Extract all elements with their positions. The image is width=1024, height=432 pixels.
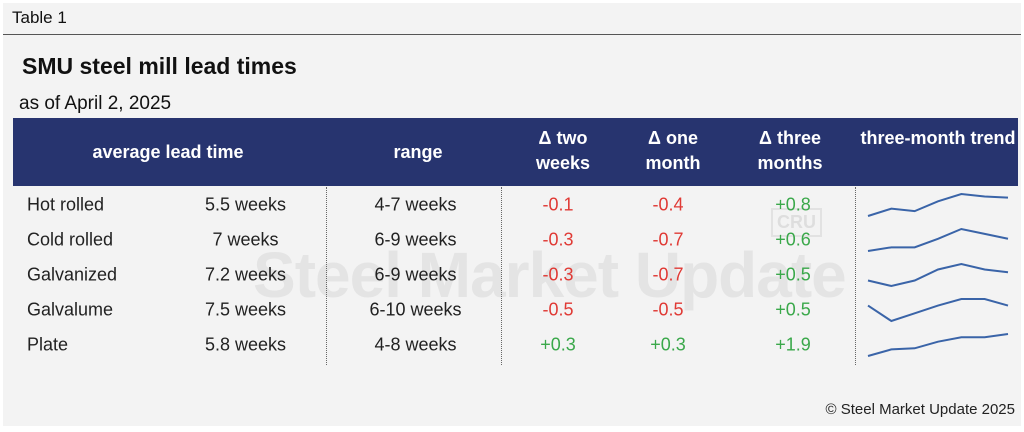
cell-product: Plate — [27, 334, 69, 355]
column-header: average lead time — [92, 142, 244, 162]
cell-three-months: +0.5 — [775, 264, 811, 285]
cell-lead-time: 5.8 weeks — [204, 334, 287, 355]
cell-one-month: -0.7 — [652, 229, 684, 250]
column-separator — [326, 187, 327, 365]
cell-two-weeks: -0.3 — [542, 264, 574, 285]
cell-range: 6-9 weeks — [374, 229, 457, 250]
cell-two-weeks: -0.5 — [542, 299, 574, 320]
column-header: Δ one month — [645, 128, 701, 173]
watermark: Steel Market Update — [253, 239, 847, 311]
column-header: Δ three months — [757, 128, 823, 173]
sparkline — [867, 262, 1009, 288]
sparkline — [867, 298, 1009, 323]
sparklines — [867, 192, 1009, 357]
cell-range: 4-7 weeks — [374, 194, 457, 215]
watermark-logo: CRU — [771, 208, 822, 237]
cell-lead-time: 7.2 weeks — [204, 264, 287, 285]
cell-one-month: -0.7 — [652, 264, 684, 285]
cell-three-months: +0.5 — [775, 299, 811, 320]
cell-three-months: +0.6 — [775, 229, 811, 250]
table-label: Table 1 — [12, 8, 67, 27]
cell-two-weeks: +0.3 — [540, 334, 576, 355]
cell-two-weeks: -0.3 — [542, 229, 574, 250]
subtitle: as of April 2, 2025 — [19, 93, 172, 114]
footer: © Steel Market Update 2025 — [825, 401, 1016, 418]
table-header: average lead time range Δ two weeks Δ one m… — [13, 118, 1018, 186]
cell-product: Galvanized — [27, 264, 118, 285]
title: SMU steel mill lead times — [22, 53, 297, 79]
column-header: range — [393, 142, 443, 162]
cell-three-months: +0.8 — [775, 194, 811, 215]
sparkline — [867, 192, 1009, 217]
cell-range: 4-8 weeks — [374, 334, 457, 355]
cell-two-weeks: -0.1 — [542, 194, 574, 215]
column-header: three-month trend — [860, 128, 1016, 148]
divider — [3, 34, 1021, 35]
cell-range: 6-9 weeks — [374, 264, 457, 285]
column-separator — [855, 187, 856, 365]
sparkline — [867, 227, 1009, 252]
cell-product: Hot rolled — [27, 194, 105, 215]
cell-lead-time: 7 weeks — [212, 229, 279, 250]
cell-product: Cold rolled — [27, 229, 114, 250]
cell-three-months: +1.9 — [775, 334, 811, 355]
column-header: Δ two weeks — [535, 128, 591, 173]
cell-product: Galvalume — [27, 299, 114, 320]
sparkline — [867, 333, 1009, 357]
column-separator — [501, 187, 502, 365]
cell-one-month: -0.4 — [652, 194, 684, 215]
cell-one-month: +0.3 — [650, 334, 686, 355]
cell-lead-time: 5.5 weeks — [204, 194, 287, 215]
cell-range: 6-10 weeks — [369, 299, 462, 320]
cell-one-month: -0.5 — [652, 299, 684, 320]
page: Steel Market Update CRU Table 1 SMU stee… — [3, 3, 1021, 426]
cell-lead-time: 7.5 weeks — [204, 299, 287, 320]
